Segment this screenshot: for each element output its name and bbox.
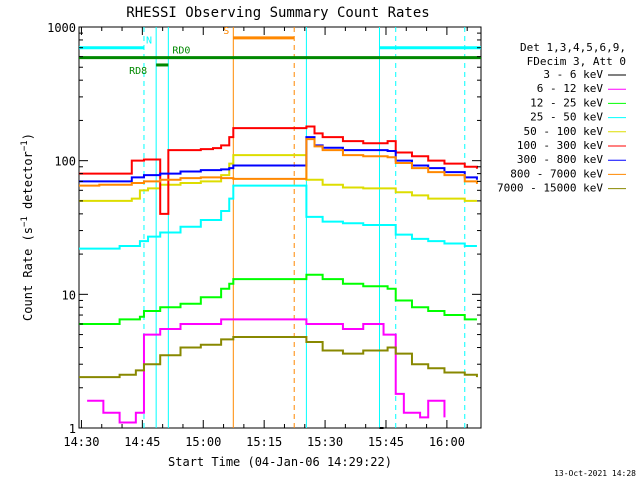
chart-title: RHESSI Observing Summary Count Rates [126,5,429,21]
x-tick-label-4: 15:30 [307,435,343,449]
x-tick-label-6: 16:00 [429,435,465,449]
legend-label-5: 100 - 300 keV [517,139,603,152]
series-line-2 [79,273,477,325]
x-tick-label-3: 15:15 [246,435,282,449]
series-line-4 [79,154,477,202]
y-axis-label-sup2: −1 [20,140,30,151]
y-axis-label-sup1: −1 [20,216,30,227]
y-axis-label-mid: detector [21,151,35,216]
y-axis: 1 10 100 1000 [47,21,481,436]
series-line-8 [79,335,478,379]
legend-label-3: 25 - 50 keV [530,111,603,124]
x-axis: 14:30 14:45 15:00 15:15 15:30 15:45 16:00 [63,27,468,449]
legend-label-8: 7000 - 15000 keV [497,182,603,195]
legend-label-7: 800 - 7000 keV [510,167,603,180]
series-line-6 [79,136,478,183]
y-axis-label-main: Count Rate (s [21,227,35,321]
y-axis-label-end: ) [21,133,35,140]
timestamp: 13-Oct-2021 14:28 [554,469,636,478]
series-line-1 [87,318,446,424]
time-markers [143,27,466,428]
legend: Det 1,3,4,5,6,9,FDecim 3, Att 03 - 6 keV… [497,41,626,195]
legend-label-4: 50 - 100 keV [524,125,604,138]
x-tick-label-0: 14:30 [63,435,99,449]
state-label-3: S [223,26,229,37]
legend-label-2: 12 - 25 keV [530,96,603,109]
attenuator-states: N RD0 RD8 S [79,26,481,77]
y-tick-label-0: 1 [69,422,76,436]
state-label-1: RD0 [172,46,190,57]
legend-label-0: 3 - 6 keV [543,68,603,81]
series-lines [79,125,478,429]
y-tick-label-2: 100 [54,155,76,169]
x-axis-label: Start Time (04-Jan-06 14:29:22) [168,455,392,469]
x-tick-label-2: 15:00 [185,435,221,449]
state-label-2: RD8 [129,66,147,77]
legend-header-0: Det 1,3,4,5,6,9, [520,41,626,54]
y-tick-label-1: 10 [62,288,76,302]
state-label-0: N [146,36,152,47]
plot-frame [78,26,482,429]
legend-label-1: 6 - 12 keV [537,82,604,95]
series-line-3 [79,184,477,250]
series-line-7 [79,138,478,187]
y-axis-label: Count Rate (s−1 detector−1) [20,133,35,321]
legend-label-6: 300 - 800 keV [517,153,603,166]
x-tick-label-5: 15:45 [368,435,404,449]
y-tick-label-3: 1000 [47,21,76,35]
x-tick-label-1: 14:45 [124,435,160,449]
series-line-5 [79,125,478,215]
legend-header-1: FDecim 3, Att 0 [527,55,626,68]
